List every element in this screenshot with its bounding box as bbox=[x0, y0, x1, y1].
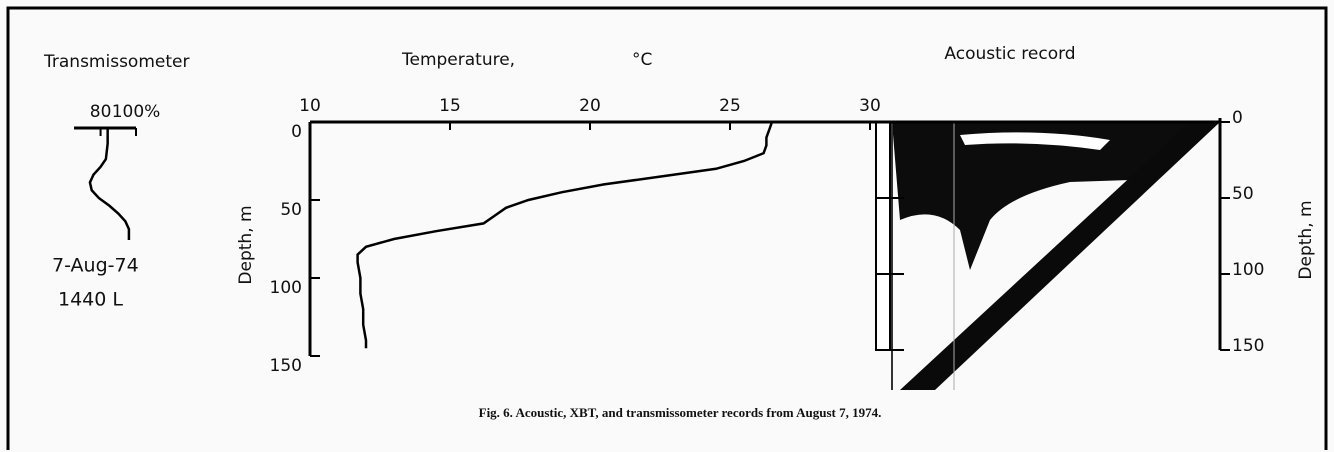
x-tick-label: 15 bbox=[439, 96, 461, 116]
x-tick-label: 80 bbox=[90, 102, 112, 122]
depth-label-right: Depth, m bbox=[1296, 200, 1316, 279]
profile-line bbox=[356, 121, 774, 349]
x-tick-label: 100% bbox=[112, 102, 161, 122]
y-tick-label: 100 bbox=[1232, 260, 1264, 280]
frame bbox=[6, 6, 1328, 450]
x-axis-label: °C bbox=[632, 50, 652, 70]
profile-line bbox=[88, 128, 131, 240]
y-tick-label: 0 bbox=[291, 122, 302, 142]
x-tick-label: 20 bbox=[579, 96, 601, 116]
x-tick-label: 10 bbox=[299, 96, 321, 116]
caption: Fig. 6. Acoustic, XBT, and transmissomet… bbox=[479, 405, 882, 420]
depth-label-left: Depth, m bbox=[236, 205, 256, 284]
y-tick-label: 50 bbox=[280, 200, 302, 220]
y-tick-label: 150 bbox=[270, 356, 302, 376]
transmissometer-title: Transmissometer bbox=[43, 52, 189, 72]
x-tick-label: 30 bbox=[859, 96, 881, 116]
y-tick-label: 100 bbox=[270, 278, 302, 298]
y-tick-label: 50 bbox=[1232, 184, 1254, 204]
y-tick-label: 0 bbox=[1232, 108, 1243, 128]
x-tick-label: 25 bbox=[719, 96, 741, 116]
chart-title: Acoustic record bbox=[944, 44, 1075, 64]
date: 7-Aug-74 bbox=[52, 255, 139, 277]
chart-title: Temperature, bbox=[401, 50, 515, 70]
time: 1440 L bbox=[58, 289, 123, 311]
acoustic-image bbox=[875, 121, 1220, 390]
y-tick-label: 150 bbox=[1232, 336, 1264, 356]
